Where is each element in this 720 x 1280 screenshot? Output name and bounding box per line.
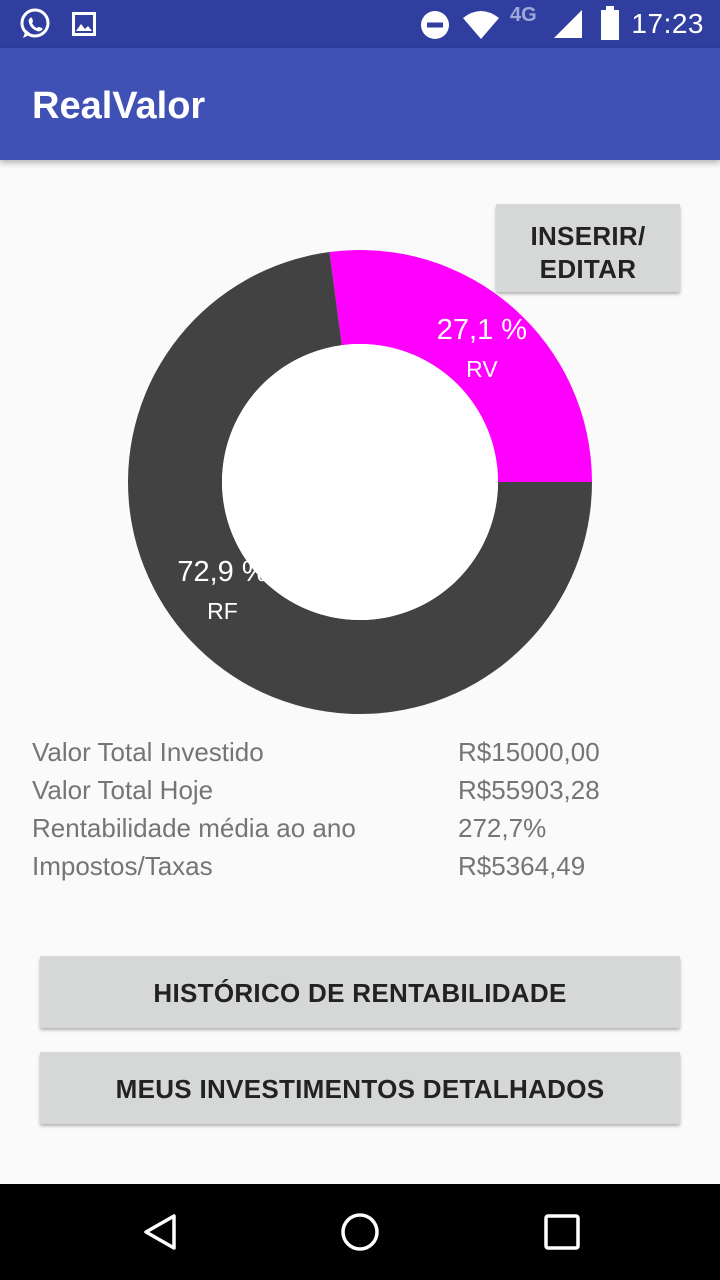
stat-label-total-hoje: Valor Total Hoje (32, 775, 214, 805)
slice-value-label: 27,1 % (437, 314, 527, 346)
recents-icon[interactable] (542, 1212, 582, 1252)
stat-row: Valor Total Investido R$15000,00 (32, 734, 692, 772)
main-content: 27,1 % RV 72,9 % RF INSERIR/ EDITAR Valor T… (0, 160, 720, 1184)
meus-investimentos-button[interactable]: MEUS INVESTIMENTOS DETALHADOS (40, 1052, 680, 1124)
historico-rentabilidade-button[interactable]: HISTÓRICO DE RENTABILIDADE (40, 956, 680, 1028)
app-bar: RealValor (0, 48, 720, 160)
donut-hole (222, 344, 498, 620)
back-icon[interactable] (140, 1212, 180, 1252)
donut-chart: 27,1 % RV 72,9 % RF (128, 250, 592, 714)
whatsapp-icon (20, 8, 50, 38)
app-title: RealValor (32, 85, 206, 127)
slice-name-label: RV (466, 356, 498, 382)
slice-value-label: 72,9 % (177, 556, 267, 588)
summary-stats: Valor Total Investido R$15000,00 Valor T… (32, 734, 692, 886)
stat-label-rentabilidade: Rentabilidade média ao ano (32, 813, 356, 843)
allocation-chart: 27,1 % RV 72,9 % RF (0, 160, 720, 730)
slice-rv (329, 250, 592, 482)
battery-icon (601, 6, 619, 40)
network-label: 4G (510, 4, 537, 26)
stat-value-total-investido: R$15000,00 (458, 737, 600, 767)
insert-edit-label-line1: INSERIR/ (530, 221, 646, 251)
insert-edit-button[interactable]: INSERIR/ EDITAR (496, 204, 680, 292)
stat-value-rentabilidade: 272,7% (458, 813, 547, 843)
insert-edit-label-line2: EDITAR (539, 254, 637, 284)
wifi-icon (463, 11, 499, 39)
status-bar: 4G 17:23 (0, 0, 720, 48)
signal-icon (554, 10, 582, 38)
stat-row: Rentabilidade média ao ano 272,7% (32, 810, 692, 848)
slice-name-label: RF (207, 598, 238, 624)
stat-value-total-hoje: R$55903,28 (458, 775, 600, 805)
stat-label-impostos: Impostos/Taxas (32, 851, 213, 881)
home-icon[interactable] (340, 1212, 380, 1252)
slice-rf (128, 252, 592, 714)
stat-row: Valor Total Hoje R$55903,28 (32, 772, 692, 810)
navigation-bar (0, 1184, 720, 1280)
do-not-disturb-icon (421, 11, 449, 39)
stat-value-impostos: R$5364,49 (458, 851, 586, 881)
stat-label-total-investido: Valor Total Investido (32, 737, 264, 767)
stat-row: Impostos/Taxas R$5364,49 (32, 848, 692, 886)
clock: 17:23 (631, 8, 704, 39)
gallery-icon (72, 12, 96, 36)
